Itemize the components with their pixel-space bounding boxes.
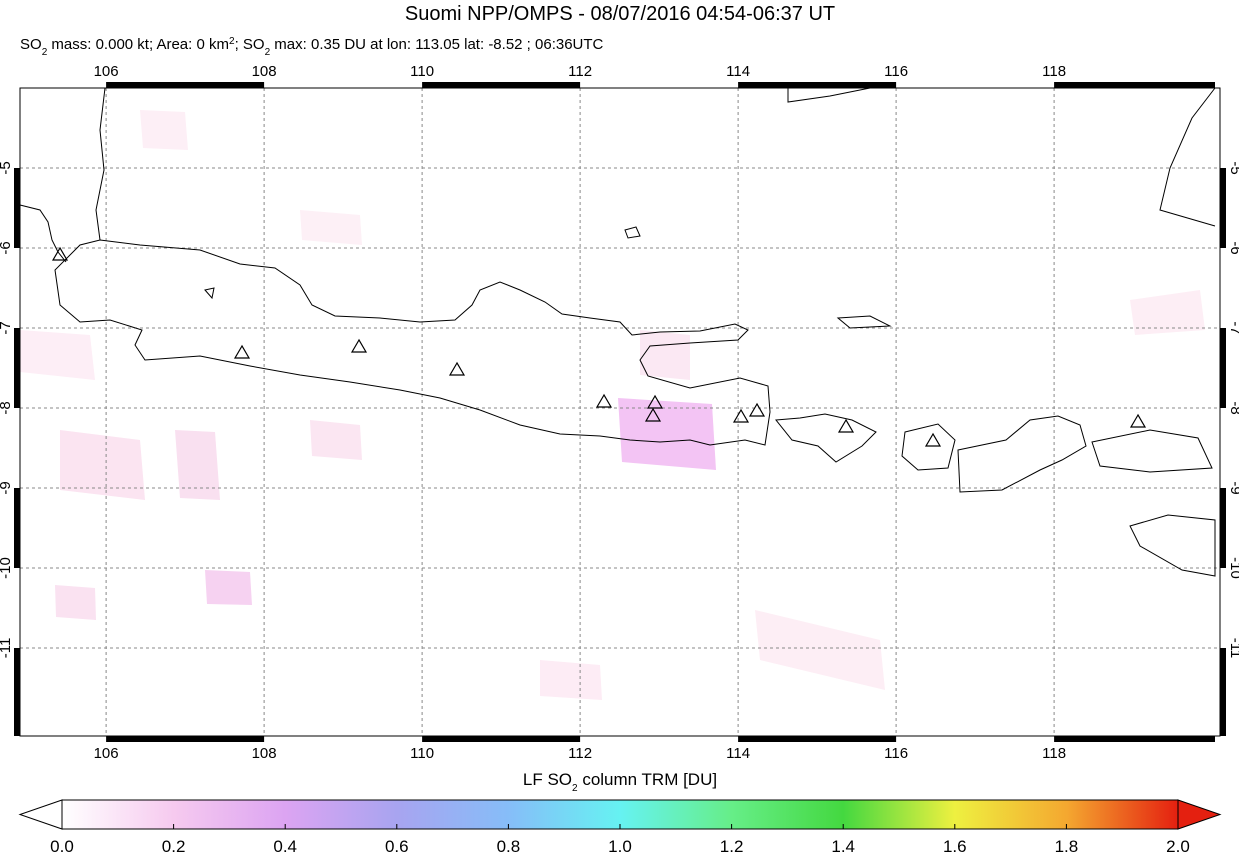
title: Suomi NPP/OMPS - 08/07/2016 04:54-06:37 … — [405, 3, 835, 25]
text-run: mass: 0.000 kt; Area: 0 km — [47, 36, 229, 53]
frame-segment — [1054, 82, 1215, 88]
x-tick-label: 112 — [568, 745, 592, 762]
text-run: 2 — [265, 47, 271, 58]
frame-segment — [1220, 488, 1226, 568]
y-tick-label: -8 — [1227, 401, 1239, 414]
y-tick-label: -6 — [1227, 241, 1239, 254]
colorbar-tick-label: 1.0 — [608, 837, 632, 855]
y-tick-label: -5 — [0, 161, 14, 174]
x-tick-label: 118 — [1042, 63, 1066, 80]
colorbar-tick-label: 0.4 — [273, 837, 297, 855]
y-tick-label: -5 — [1227, 161, 1239, 174]
frame-segment — [14, 328, 20, 408]
colorbar-over — [1177, 799, 1222, 830]
coastlines — [19, 87, 1216, 577]
colorbar-tick-label: 0.0 — [50, 837, 74, 855]
y-tick-label: -8 — [0, 401, 14, 414]
x-tick-label: 114 — [726, 63, 750, 80]
y-tick-label: -10 — [0, 557, 14, 579]
text-run: 2 — [42, 47, 48, 58]
frame-segment — [422, 82, 581, 88]
frame-border — [14, 82, 1226, 742]
text-run: 2 — [229, 36, 235, 47]
x-tick-label: 110 — [410, 63, 434, 80]
frame-segment — [422, 736, 581, 742]
frame-segment — [738, 736, 897, 742]
subtitle: SO2 mass: 0.000 kt; Area: 0 km2; SO2 max… — [20, 36, 604, 58]
so2-pixels — [20, 110, 1205, 700]
frame-segment — [106, 736, 265, 742]
volcano-markers — [51, 246, 1147, 447]
colorbar-tick-label: 1.4 — [831, 837, 855, 855]
colorbar-tick-label: 0.2 — [162, 837, 186, 855]
y-tick-label: -11 — [1227, 638, 1239, 659]
y-tick-label: -9 — [0, 481, 14, 494]
y-tick-label: -7 — [1227, 321, 1239, 334]
text-run: ; SO — [235, 36, 265, 53]
frame-segment — [14, 488, 20, 568]
text-run: 2 — [572, 783, 578, 794]
x-tick-label: 116 — [884, 63, 908, 80]
frame-segment — [1054, 736, 1215, 742]
frame-segment — [106, 82, 265, 88]
x-tick-label: 108 — [252, 745, 277, 762]
frame-segment — [1220, 328, 1226, 408]
colorbar-bar — [61, 799, 1179, 830]
y-tick-label: -6 — [0, 241, 14, 254]
colorbar-tick-label: 0.8 — [497, 837, 521, 855]
x-tick-label: 106 — [94, 745, 119, 762]
x-tick-label: 116 — [884, 745, 908, 762]
y-tick-label: -7 — [0, 321, 14, 334]
x-tick-label: 114 — [726, 745, 750, 762]
text-run: SO — [20, 36, 42, 53]
x-tick-label: 112 — [568, 63, 592, 80]
colorbar-under — [18, 799, 63, 830]
y-tick-label: -9 — [1227, 481, 1239, 494]
frame-segment — [14, 168, 20, 248]
colorbar-tick-label: 0.6 — [385, 837, 409, 855]
colorbar: 0.0 0.2 0.4 0.6 0.8 1.0 1.2 1.4 1.6 1.8 2.0 — [18, 799, 1222, 856]
x-tick-label: 106 — [94, 63, 119, 80]
x-tick-label: 118 — [1042, 745, 1066, 762]
text-run: LF SO — [523, 770, 572, 789]
frame-segment — [14, 648, 20, 736]
y-tick-label: -11 — [0, 638, 14, 659]
colorbar-tick-label: 1.2 — [720, 837, 744, 855]
x-tick-label: 110 — [410, 745, 434, 762]
colorbar-tick-label: 2.0 — [1166, 837, 1190, 855]
text-run: max: 0.35 DU at lon: 113.05 lat: -8.52 ;… — [270, 36, 603, 53]
colorbar-tick-label: 1.8 — [1055, 837, 1079, 855]
x-tick-label: 108 — [252, 63, 277, 80]
y-tick-label: -10 — [1227, 557, 1239, 579]
map-frame — [19, 87, 1221, 737]
frame-segment — [738, 82, 897, 88]
grid — [20, 88, 1220, 736]
colorbar-tick-label: 1.6 — [943, 837, 967, 855]
text-run: column TRM [DU] — [578, 770, 718, 789]
frame-segment — [1220, 168, 1226, 248]
colorbar-label: LF SO2 column TRM [DU] — [523, 770, 717, 794]
frame-segment — [1220, 648, 1226, 736]
